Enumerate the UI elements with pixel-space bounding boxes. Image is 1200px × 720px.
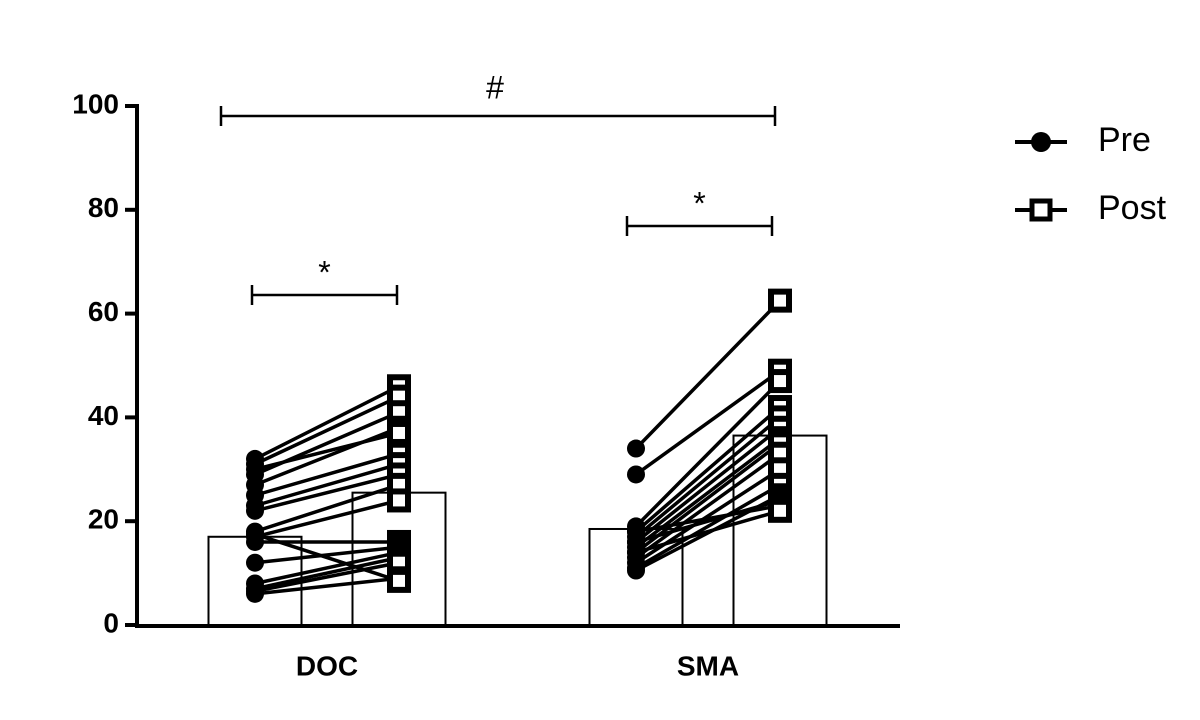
post-point (768, 369, 792, 394)
pair-line (254, 472, 400, 513)
pair-line (254, 561, 400, 593)
pair-line (254, 545, 400, 565)
pair-line (254, 395, 400, 466)
pair-line (254, 498, 400, 539)
pre-point (246, 460, 264, 479)
pair-line (254, 550, 400, 586)
pair-line (634, 299, 782, 450)
legend-label: Post (1098, 189, 1167, 227)
pre-point (627, 439, 645, 458)
pre-point (246, 525, 264, 544)
annotation: # (486, 69, 504, 105)
legend-marker (1031, 132, 1051, 152)
pair-line (254, 532, 400, 583)
pre-point (246, 584, 264, 603)
pre-point (246, 553, 264, 572)
pre-point (627, 561, 645, 580)
pair-line (634, 369, 782, 476)
pair-line (634, 416, 782, 539)
pair-line (634, 405, 782, 533)
pair-line (254, 576, 400, 596)
pair-line (635, 503, 781, 534)
pre-point (246, 501, 264, 520)
pair-line (254, 483, 400, 534)
pair-line (634, 426, 782, 544)
y-tick-label: 60 (88, 296, 119, 327)
pair-line (254, 555, 400, 591)
annotation: * (318, 254, 330, 290)
pair-line (634, 379, 782, 528)
y-tick-label: 0 (103, 607, 119, 638)
post-point (768, 288, 792, 313)
annotation: * (693, 185, 705, 221)
post-point (768, 498, 792, 523)
legend-label: Pre (1098, 121, 1151, 159)
y-tick-label: 80 (88, 192, 119, 223)
pair-line (254, 452, 400, 497)
post-point (387, 420, 411, 445)
pair-line (635, 498, 781, 544)
y-tick-label: 40 (88, 400, 119, 431)
pair-line (254, 462, 400, 508)
pair-line (254, 384, 400, 461)
pair-line (635, 509, 781, 555)
x-tick-label: DOC (296, 650, 358, 681)
legend-marker (1029, 198, 1053, 222)
x-tick-label: SMA (677, 650, 739, 681)
pair-line (634, 452, 782, 559)
y-tick-label: 100 (72, 88, 119, 119)
pair-line (254, 431, 400, 471)
pre-point (627, 465, 645, 484)
pair-line (635, 483, 781, 570)
y-tick-label: 20 (88, 504, 119, 535)
post-point (387, 568, 411, 593)
post-point (387, 488, 411, 513)
pre-point (627, 522, 645, 541)
pre-point (627, 543, 645, 562)
